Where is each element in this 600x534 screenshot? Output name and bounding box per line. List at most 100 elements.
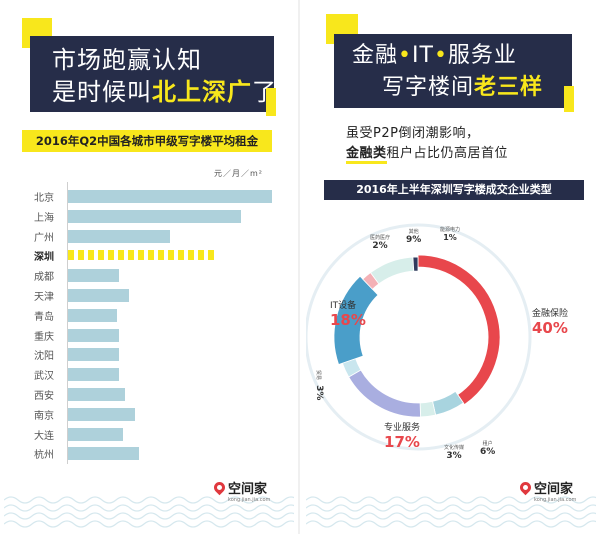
bar-category-label: 重庆 <box>34 331 54 343</box>
donut-slice <box>412 256 419 272</box>
bar-category-label: 西安 <box>34 391 54 402</box>
label-finance-name: 金融保险 <box>532 309 569 319</box>
headline-dot: • <box>398 43 412 68</box>
headline-end: 了 <box>252 78 277 106</box>
donut-slice <box>417 254 501 406</box>
bar-category-label: 杭州 <box>34 450 54 462</box>
label-it-pct: 18% <box>330 311 366 329</box>
label-finance-pct: 40% <box>532 319 568 337</box>
label-energy-pct: 1% <box>443 233 457 242</box>
deco-yellow-strip <box>564 86 574 112</box>
bar-category-label: 武汉 <box>34 371 54 383</box>
headline-text: 写字楼间 <box>382 75 475 100</box>
headline-service: 服务业 <box>447 43 517 68</box>
pie-chart-title: 2016年上半年深圳写字楼成交企业类型 <box>324 180 584 200</box>
donut-outer-ring <box>306 223 532 451</box>
bar <box>68 348 119 362</box>
label-rent-name: 租户 <box>482 441 493 447</box>
headline-box <box>30 36 274 112</box>
headline-it: IT <box>412 43 434 68</box>
deco-yellow-strip <box>266 88 276 116</box>
wave-decoration <box>306 496 596 528</box>
label-energy: 能源电力 1% <box>440 226 460 242</box>
headline-sz: 深 <box>202 78 227 106</box>
label-rent: 租户 6% <box>480 440 495 457</box>
brand-logo: 空间家 <box>211 478 268 497</box>
headline-line1: 市场跑赢认知 <box>52 46 202 74</box>
bar <box>68 229 170 243</box>
brand-url: kong.jian.jia.com <box>228 497 271 503</box>
bar-category-label: 沈阳 <box>34 351 54 363</box>
bar-category-label: 成都 <box>34 272 54 284</box>
brand-url: kong.jian.jia.com <box>534 497 577 503</box>
bar-chart-title: 2016年Q2中国各城市甲级写字楼平均租金 <box>22 130 272 152</box>
bar-category-label: 上海 <box>34 212 54 224</box>
label-culture-name: 文化传媒 <box>444 445 465 451</box>
map-pin-icon <box>211 479 228 496</box>
bar <box>68 308 117 322</box>
tenant-panel: 金融•IT•服务业 写字楼间老三样 虽受P2P倒闭潮影响， 金融类租户占比仍高居… <box>306 0 596 534</box>
headline-finance: 金融 <box>352 43 399 68</box>
bar <box>68 250 215 261</box>
label-culture: 文化传媒 3% <box>444 444 464 461</box>
donut-slice <box>419 400 437 418</box>
bar-category-label: 青岛 <box>34 311 54 323</box>
headline-line1: 金融•IT•服务业 <box>352 40 517 72</box>
label-culture-pct: 3% <box>446 451 462 461</box>
bar <box>68 328 119 342</box>
headline-line2: 写字楼间老三样 <box>382 72 543 104</box>
label-medical-pct: 2% <box>372 241 388 251</box>
label-other-name: 其他 <box>408 229 419 235</box>
bar-chart-unit: 元／月／m² <box>214 169 263 178</box>
bar <box>68 190 272 203</box>
lead-line2: 金融类租户占比仍高居首位 <box>346 142 509 164</box>
brand-logo: 空间家 <box>517 478 574 497</box>
label-service: 专业服务 17% <box>384 420 420 451</box>
donut-slice <box>348 369 421 418</box>
donut-slice <box>333 275 379 365</box>
brand-name: 空间家 <box>534 482 574 497</box>
bar <box>68 427 124 441</box>
label-trade-pct: 3% <box>314 385 324 401</box>
label-it: IT设备 18% <box>330 298 366 329</box>
donut-slice <box>370 256 415 285</box>
label-service-pct: 17% <box>384 433 420 451</box>
headline-text: 是时候叫 <box>52 78 152 106</box>
map-pin-icon <box>517 479 534 496</box>
label-medical: 医药医疗 2% <box>370 234 390 251</box>
label-service-name: 专业服务 <box>384 423 421 433</box>
wave-decoration <box>4 496 294 528</box>
headline-gz: 广 <box>227 78 252 106</box>
bar <box>68 447 140 461</box>
label-trade: 贸易 3% <box>313 370 332 400</box>
bar-axis-line <box>67 182 68 464</box>
brand-name: 空间家 <box>228 482 268 497</box>
lead-rest: 租户占比仍高居首位 <box>386 146 509 161</box>
headline-dot: • <box>433 43 448 68</box>
bar <box>68 388 126 401</box>
bar <box>68 368 119 382</box>
bar-category-label: 广州 <box>34 232 54 244</box>
label-finance: 金融保险 40% <box>532 306 568 337</box>
bar-category-label: 南京 <box>34 410 54 422</box>
donut-chart <box>306 223 532 451</box>
bar <box>68 209 242 223</box>
headline-bj-sh: 北上 <box>152 78 202 106</box>
lead-line1: 虽受P2P倒闭潮影响， <box>346 126 480 141</box>
panel-divider <box>298 0 300 534</box>
bar-category-label: 天津 <box>34 292 54 303</box>
label-trade-name: 贸易 <box>315 370 321 381</box>
label-medical-name: 医药医疗 <box>370 235 391 241</box>
headline-highlight: 老三样 <box>474 75 544 100</box>
label-other-pct: 9% <box>406 235 422 245</box>
bar <box>68 407 136 421</box>
bar-category-label: 大连 <box>34 430 54 442</box>
rent-panel: 市场跑赢认知 是时候叫北上深广了 2016年Q2中国各城市甲级写字楼平均租金 元… <box>4 0 294 534</box>
lead-highlight: 金融类 <box>346 146 387 164</box>
label-other: 其他 9% <box>406 228 421 245</box>
headline-line2: 是时候叫北上深广了 <box>52 76 277 108</box>
label-it-name: IT设备 <box>330 301 357 311</box>
bar <box>68 289 130 302</box>
headline-box <box>334 34 572 108</box>
bar-category-label: 北京 <box>34 193 54 204</box>
